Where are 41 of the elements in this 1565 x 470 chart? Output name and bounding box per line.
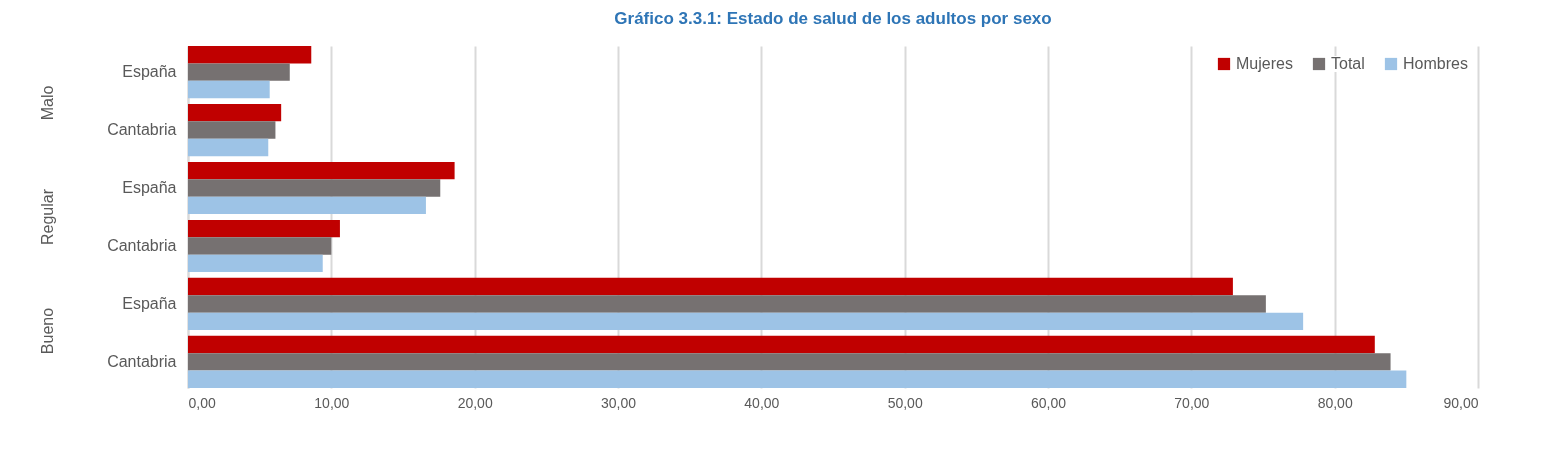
y-tick-label: España [122,179,177,197]
text: Regular [39,188,56,246]
bar [188,138,269,157]
bar [188,277,1233,296]
bar [188,370,1407,388]
bar [188,353,1391,371]
bar [188,161,455,180]
chart-title: Gráfico 3.3.1: Estado de salud de los adultos por sexo [614,9,1052,28]
y-tick-label: Cantabria [107,236,177,254]
y-tick-label: Cantabria [107,352,177,370]
bar [188,335,1375,354]
bar [188,237,332,255]
x-tick-label: 50,00 [887,394,923,411]
x-tick-label: 60,00 [1030,394,1067,411]
text: Bueno [39,307,56,355]
bar [188,80,270,99]
text: Malo [39,85,56,121]
bar [188,103,282,122]
y-tick-label: Cantabria [107,121,177,139]
bar [188,46,312,64]
legend-label: Mujeres [1236,55,1293,72]
x-tick-label: 90,00 [1443,394,1479,411]
y-tick-label: España [122,63,177,81]
bar [188,254,323,273]
bar [188,121,276,139]
x-tick-label: 40,00 [744,394,780,411]
bar [188,196,426,215]
x-tick-label: 30,00 [600,394,637,411]
legend-label: Hombres [1403,55,1468,72]
bar [188,219,340,238]
legend-label: Total [1331,55,1365,72]
x-tick-label: 80,00 [1317,394,1353,411]
x-tick-label: 20,00 [457,394,493,411]
bar [188,179,441,197]
bar [188,295,1266,313]
x-tick-label: 0,00 [188,394,216,411]
x-tick-label: 10,00 [314,394,350,411]
x-tick-label: 70,00 [1174,394,1210,411]
y-tick-label: España [122,294,177,312]
bar [188,63,290,81]
bar [188,312,1304,331]
